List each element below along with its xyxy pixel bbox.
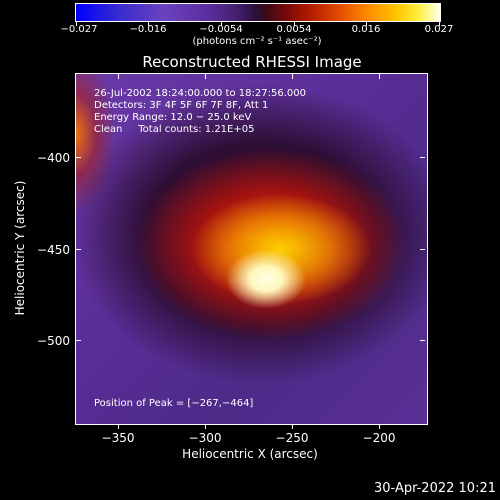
colorbar-tick <box>294 21 295 26</box>
x-tick <box>205 424 206 429</box>
x-tick <box>379 424 380 429</box>
overlay-energy: Energy Range: 12.0 − 25.0 keV <box>94 112 252 123</box>
x-tick-label: −250 <box>275 431 309 445</box>
colorbar-tick <box>76 21 77 26</box>
colorbar-tick-label: 0.027 <box>424 24 454 35</box>
y-tick <box>420 340 425 341</box>
x-tick-label: −300 <box>188 431 222 445</box>
x-tick <box>379 74 380 79</box>
overlay-detectors: Detectors: 3F 4F 5F 6F 7F 8F, Att 1 <box>94 100 269 111</box>
colorbar-tick-label: 0.016 <box>351 24 381 35</box>
colorbar-tick-label: 0.0054 <box>276 24 312 35</box>
colorbar-gradient <box>76 4 440 21</box>
colorbar-tick-label: −0.016 <box>129 24 167 35</box>
x-tick-label: −350 <box>101 431 135 445</box>
colorbar-tick-label: −0.027 <box>60 24 98 35</box>
peak-position: Position of Peak = [−267,−464] <box>94 398 254 409</box>
x-tick-label: −200 <box>362 431 396 445</box>
x-tick <box>205 74 206 79</box>
footer-timestamp: 30-Apr-2022 10:21 <box>374 481 496 496</box>
overlay-time-range: 26-Jul-2002 18:24:00.000 to 18:27:56.000 <box>94 88 306 99</box>
y-tick <box>76 340 81 341</box>
colorbar-tick <box>439 21 440 26</box>
xray-image <box>76 74 427 424</box>
overlay-info: 26-Jul-2002 18:24:00.000 to 18:27:56.000… <box>94 88 306 136</box>
colorbar-tick <box>366 21 367 26</box>
y-tick-label: −400 <box>37 151 70 165</box>
y-axis-title: Heliocentric Y (arcsec) <box>13 180 27 316</box>
x-tick <box>118 74 119 79</box>
colorbar-tick <box>221 21 222 26</box>
overlay-clean: Clean Total counts: 1.21E+05 <box>94 124 255 135</box>
colorbar-tick-label: −0.0054 <box>199 24 243 35</box>
x-tick <box>292 74 293 79</box>
plot-frame: 26-Jul-2002 18:24:00.000 to 18:27:56.000… <box>75 73 428 425</box>
y-tick <box>76 157 81 158</box>
colorbar <box>75 3 441 22</box>
x-tick <box>292 424 293 429</box>
y-tick <box>420 249 425 250</box>
x-axis-title: Heliocentric X (arcsec) <box>182 447 318 461</box>
y-tick <box>76 249 81 250</box>
y-tick <box>420 157 425 158</box>
y-tick-label: −500 <box>37 334 70 348</box>
colorbar-tick <box>148 21 149 26</box>
image-title: Reconstructed RHESSI Image <box>142 53 362 71</box>
x-tick <box>118 424 119 429</box>
colorbar-units: (photons cm⁻² s⁻¹ asec⁻²) <box>192 36 322 47</box>
y-tick-label: −450 <box>37 243 70 257</box>
